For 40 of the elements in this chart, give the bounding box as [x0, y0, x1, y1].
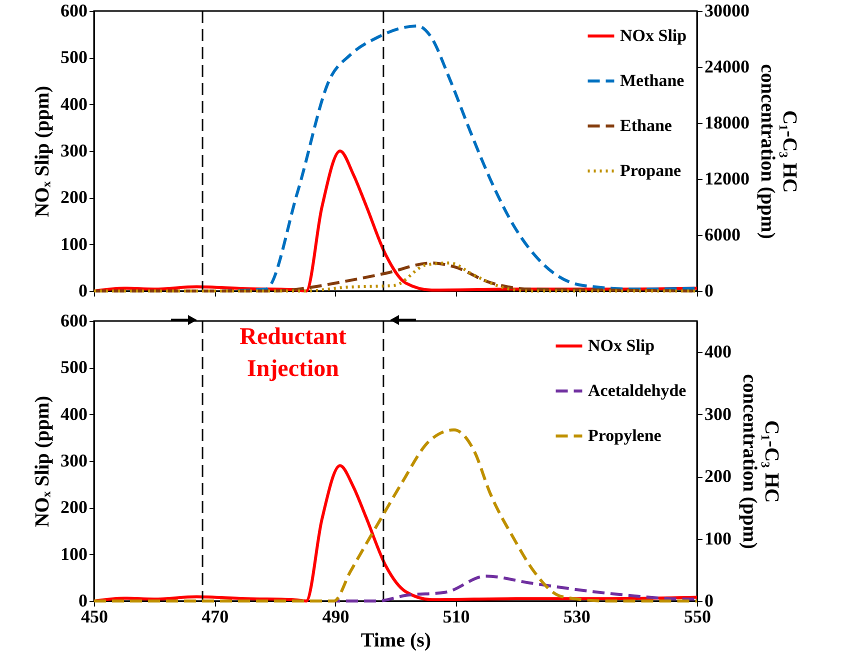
- y-tick-label: 100: [60, 234, 88, 254]
- legend-label: Methane: [620, 71, 685, 90]
- legend-label: Propane: [620, 161, 682, 180]
- legend-label: Acetaldehyde: [588, 381, 687, 400]
- legend-label: Ethane: [620, 116, 672, 135]
- x-tick-label: 510: [442, 606, 470, 626]
- legend-label: NOx Slip: [588, 336, 655, 355]
- y-tick-label: 100: [60, 544, 88, 564]
- y2-tick-label: 24000: [704, 56, 750, 76]
- y2-axis-title: C₁-C₃ HC concentration (ppm): [756, 64, 800, 239]
- y-tick-label: 500: [60, 357, 88, 378]
- y-tick-label: 200: [60, 187, 88, 208]
- y-tick-label: 600: [60, 0, 88, 20]
- y-tick-label: 400: [60, 404, 88, 424]
- y-tick-label: 300: [60, 140, 88, 160]
- y2-tick-label: 100: [704, 528, 732, 548]
- annotation: Reductant Injection: [240, 324, 346, 382]
- y2-tick-label: 18000: [704, 112, 750, 132]
- x-tick-label: 490: [322, 606, 350, 626]
- legend-label: NOx Slip: [620, 26, 687, 45]
- y-tick-label: 600: [60, 310, 88, 330]
- y2-tick-label: 30000: [704, 0, 750, 20]
- legend-label: Propylene: [588, 426, 662, 445]
- y2-tick-label: 12000: [704, 168, 750, 188]
- y-axis-title: NOₓ Slip (ppm): [32, 396, 54, 528]
- x-tick-label: 470: [202, 606, 229, 626]
- y2-tick-label: 200: [704, 466, 732, 486]
- y2-tick-label: 400: [704, 342, 732, 362]
- x-tick-label: 530: [563, 606, 590, 626]
- y-tick-label: 0: [78, 280, 88, 300]
- y-tick-label: 500: [60, 47, 88, 68]
- y2-tick-label: 6000: [704, 224, 740, 244]
- y2-tick-label: 0: [704, 280, 714, 300]
- x-axis-title: Time (s): [360, 630, 432, 652]
- y2-tick-label: 300: [704, 404, 732, 424]
- y-axis-title: NOₓ Slip (ppm): [32, 86, 54, 218]
- y-tick-label: 400: [60, 94, 88, 114]
- y-tick-label: 200: [60, 497, 88, 518]
- y-tick-label: 300: [60, 450, 88, 470]
- y2-axis-title: C₁-C₃ HC concentration (ppm): [738, 374, 782, 549]
